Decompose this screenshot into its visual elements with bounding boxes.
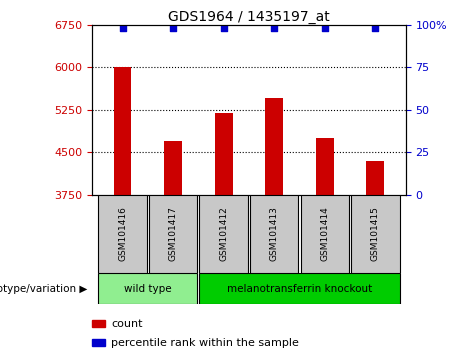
Text: melanotransferrin knockout: melanotransferrin knockout bbox=[227, 284, 372, 293]
Point bbox=[271, 25, 278, 31]
Text: GSM101417: GSM101417 bbox=[169, 206, 177, 261]
Point bbox=[169, 25, 177, 31]
Bar bbox=[215, 113, 232, 195]
Text: percentile rank within the sample: percentile rank within the sample bbox=[111, 338, 299, 348]
Point bbox=[372, 25, 379, 31]
Text: GSM101412: GSM101412 bbox=[219, 206, 228, 261]
Point bbox=[220, 25, 227, 31]
Text: GSM101416: GSM101416 bbox=[118, 206, 127, 261]
Text: GSM101413: GSM101413 bbox=[270, 206, 279, 261]
Bar bbox=[92, 339, 105, 346]
Text: genotype/variation ▶: genotype/variation ▶ bbox=[0, 284, 88, 293]
Bar bbox=[351, 195, 400, 273]
Bar bbox=[301, 195, 349, 273]
Text: GSM101415: GSM101415 bbox=[371, 206, 380, 261]
Bar bbox=[114, 67, 131, 195]
Bar bbox=[164, 141, 182, 195]
Bar bbox=[266, 98, 283, 195]
Bar bbox=[200, 273, 400, 304]
Bar bbox=[98, 195, 147, 273]
Bar bbox=[98, 273, 197, 304]
Text: GSM101414: GSM101414 bbox=[320, 206, 329, 261]
Point bbox=[321, 25, 329, 31]
Title: GDS1964 / 1435197_at: GDS1964 / 1435197_at bbox=[168, 10, 330, 24]
Point bbox=[119, 25, 126, 31]
Bar bbox=[149, 195, 197, 273]
Bar bbox=[366, 161, 384, 195]
Text: wild type: wild type bbox=[124, 284, 171, 293]
Text: count: count bbox=[111, 319, 142, 329]
Bar bbox=[250, 195, 298, 273]
Bar bbox=[316, 138, 334, 195]
Bar bbox=[200, 195, 248, 273]
Bar bbox=[92, 320, 105, 327]
